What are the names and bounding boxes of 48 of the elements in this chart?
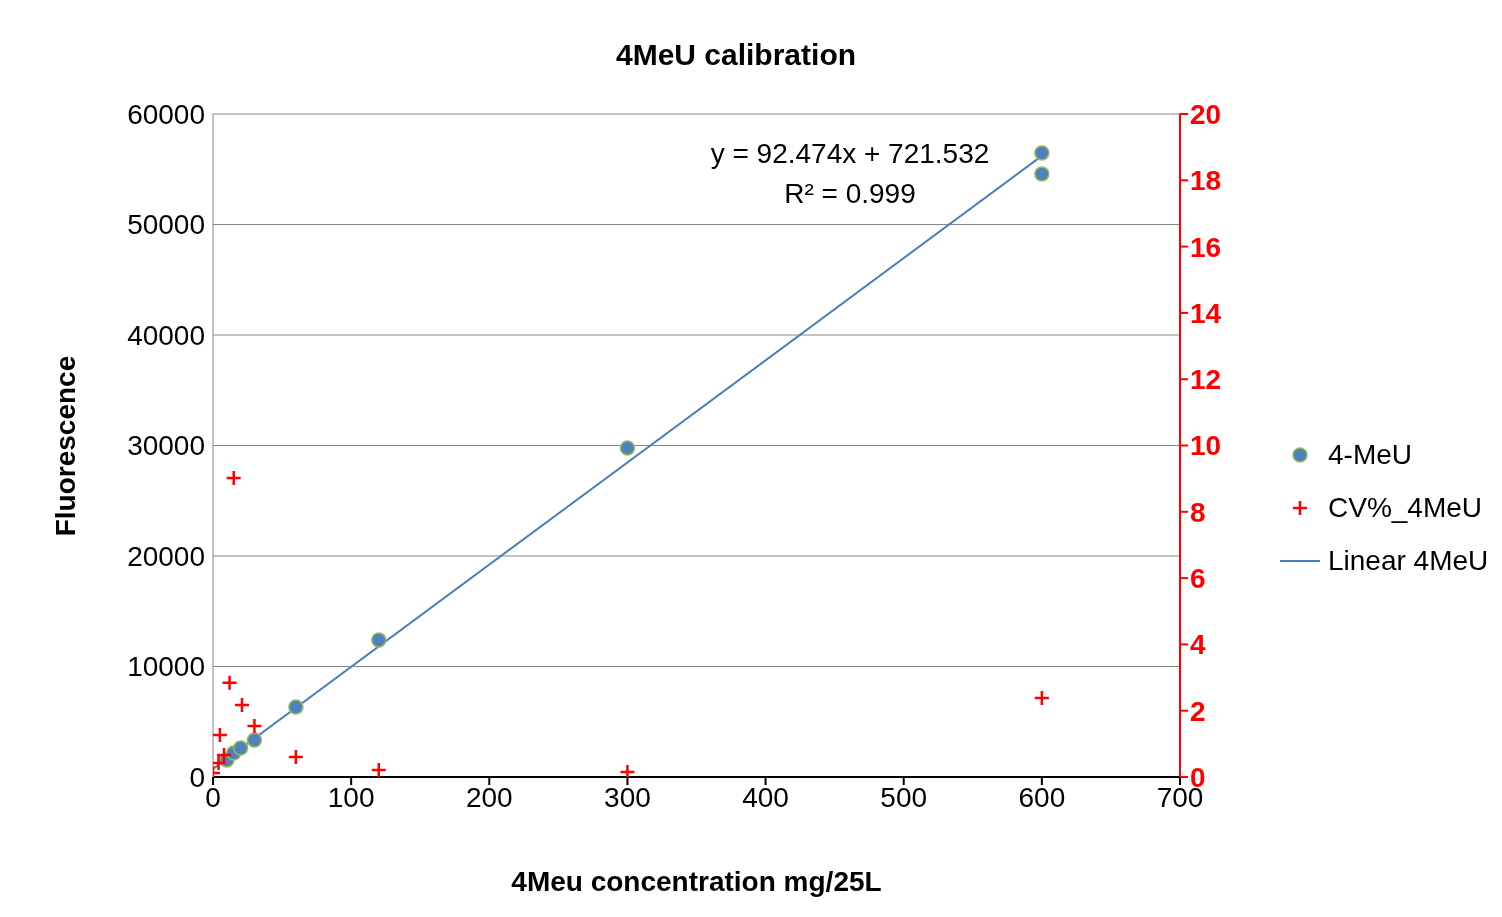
y2-tick-label: 6: [1190, 563, 1206, 595]
point: [1034, 166, 1050, 182]
point: [233, 696, 251, 714]
point: [213, 726, 229, 744]
point: [246, 717, 263, 735]
point: [287, 748, 305, 766]
x-tick-label: 200: [465, 781, 513, 813]
point: [619, 440, 636, 456]
legend-label: CV%_4MeU: [1328, 491, 1483, 524]
x-tick-label: 600: [1018, 781, 1066, 813]
y2-tick-label: 2: [1190, 695, 1206, 727]
chart-title: 4MeU calibration: [614, 38, 858, 72]
annotation: y = 92.474x + 721.532: [709, 137, 991, 171]
x-tick-label: 500: [880, 781, 928, 813]
y2-tick-label: 8: [1190, 496, 1206, 528]
x-tick-label: 400: [742, 781, 789, 813]
y2-tick-label: 18: [1190, 165, 1222, 197]
point: [232, 740, 249, 756]
point: [246, 732, 263, 748]
point: [1034, 145, 1050, 161]
point: [288, 699, 304, 715]
y2-tick-label: 16: [1190, 231, 1222, 263]
point: [221, 674, 238, 692]
point: [215, 746, 233, 764]
y2-tick-label: 10: [1190, 430, 1222, 462]
y2-tick-label: 20: [1190, 98, 1222, 130]
y2-tick-label: 14: [1190, 297, 1222, 329]
y-tick-label: 40000: [127, 319, 205, 351]
y2-tick-label: 12: [1190, 364, 1222, 396]
point: [225, 469, 242, 487]
legend-label: 4-MeU: [1328, 438, 1413, 471]
legend-label: Linear 4MeU: [1328, 544, 1489, 577]
point: [1033, 689, 1051, 707]
y-tick-label: 20000: [127, 540, 205, 572]
point: [619, 763, 636, 777]
x-tick-label: 300: [604, 781, 651, 813]
y-axis-title: Fluorescence: [50, 355, 82, 537]
annotation: R² = 0.999: [783, 177, 917, 211]
y-tick-label: 60000: [127, 98, 205, 130]
y-tick-label: 30000: [127, 430, 205, 462]
point: [371, 632, 387, 648]
y-tick-label: 50000: [127, 209, 205, 241]
y-tick-label: 0: [189, 761, 205, 793]
y2-tick-label: 4: [1190, 629, 1206, 661]
y-tick-label: 10000: [127, 651, 205, 683]
x-axis-title: 4Meu concentration mg/25L: [510, 866, 883, 898]
x-tick-label: 100: [327, 781, 375, 813]
point: [370, 761, 388, 777]
